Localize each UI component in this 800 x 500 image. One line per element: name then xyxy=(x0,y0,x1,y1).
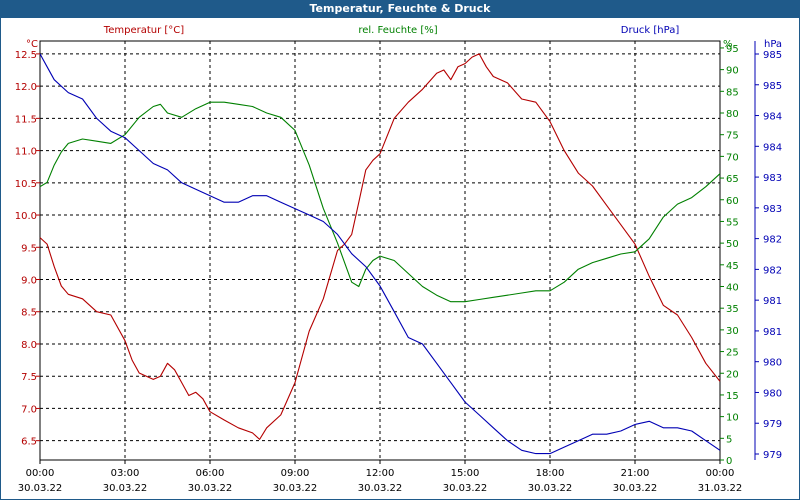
humidity-tick-label: 20 xyxy=(726,369,739,380)
humidity-tick-label: 35 xyxy=(726,304,739,315)
chart: 00:00 30.03.22 03:00 30.03.22 06:00 30.03.22 0… xyxy=(15,25,782,494)
pressure-tick-label: 983 xyxy=(763,173,782,184)
humidity-unit-label: % xyxy=(723,39,733,50)
x-tick-time: 03:00 xyxy=(111,468,140,479)
temp-tick-label: 11.5 xyxy=(15,114,37,125)
humidity-tick-label: 15 xyxy=(726,391,739,402)
pressure-tick-label: 982 xyxy=(763,235,782,246)
temp-tick-label: 6.5 xyxy=(21,437,37,448)
pressure-tick-label: 981 xyxy=(763,296,782,307)
x-tick-date: 30.03.22 xyxy=(18,483,63,494)
x-tick-time: 18:00 xyxy=(536,468,565,479)
x-tick-date: 31.03.22 xyxy=(698,483,743,494)
series-line-press xyxy=(39,53,721,455)
humidity-tick-label: 80 xyxy=(726,109,739,120)
pressure-tick-label: 979 xyxy=(763,419,782,430)
humidity-tick-label: 50 xyxy=(726,239,739,250)
humidity-tick-label: 55 xyxy=(726,217,739,228)
pressure-tick-label: 980 xyxy=(763,358,782,369)
temp-tick-label: 10.0 xyxy=(15,211,37,222)
temp-tick-label: 7.5 xyxy=(21,372,37,383)
grid-lines xyxy=(40,41,720,460)
pressure-tick-label: 983 xyxy=(763,204,782,215)
x-tick-time: 15:00 xyxy=(451,468,480,479)
humidity-axis-label: rel. Feuchte [%] xyxy=(358,25,437,36)
x-tick-time: 00:00 xyxy=(706,468,735,479)
temp-tick-label: 8.5 xyxy=(21,308,37,319)
humidity-tick-label: 95 xyxy=(726,44,739,55)
x-tick-date: 30.03.22 xyxy=(443,483,488,494)
pressure-tick-label: 982 xyxy=(763,265,782,276)
x-tick-date: 30.03.22 xyxy=(358,483,403,494)
temp-axis-label: Temperatur [°C] xyxy=(103,25,184,36)
pressure-tick-label: 985 xyxy=(763,81,782,92)
temp-tick-label: 11.0 xyxy=(15,147,37,158)
humidity-tick-label: 75 xyxy=(726,131,739,142)
x-tick-time: 00:00 xyxy=(26,468,55,479)
series-line-temp xyxy=(39,53,721,440)
x-tick-date: 30.03.22 xyxy=(188,483,233,494)
x-tick-date: 30.03.22 xyxy=(103,483,148,494)
x-tick-time: 12:00 xyxy=(366,468,395,479)
humidity-tick-label: 30 xyxy=(726,326,739,337)
series-layer xyxy=(39,53,721,455)
x-tick-date: 30.03.22 xyxy=(273,483,318,494)
humidity-tick-label: 40 xyxy=(726,283,739,294)
temp-unit-label: °C xyxy=(26,39,38,50)
series-line-hum xyxy=(39,101,721,303)
temp-tick-label: 12.0 xyxy=(15,82,37,93)
humidity-tick-label: 90 xyxy=(726,66,739,77)
pressure-unit-label: hPa xyxy=(764,39,782,50)
temp-tick-label: 10.5 xyxy=(15,179,37,190)
pressure-tick-label: 979 xyxy=(763,450,782,461)
humidity-tick-label: 25 xyxy=(726,348,739,359)
humidity-tick-label: 85 xyxy=(726,87,739,98)
humidity-tick-label: 45 xyxy=(726,261,739,272)
humidity-tick-label: 65 xyxy=(726,174,739,185)
temp-tick-label: 9.5 xyxy=(21,243,37,254)
humidity-tick-label: 70 xyxy=(726,152,739,163)
temp-tick-label: 8.0 xyxy=(21,340,37,351)
x-tick-time: 06:00 xyxy=(196,468,225,479)
pressure-tick-label: 981 xyxy=(763,327,782,338)
humidity-tick-label: 10 xyxy=(726,413,739,424)
pressure-tick-label: 984 xyxy=(763,142,782,153)
pressure-axis-label: Druck [hPa] xyxy=(621,25,680,36)
x-tick-time: 21:00 xyxy=(621,468,650,479)
humidity-tick-label: 60 xyxy=(726,196,739,207)
x-tick-date: 30.03.22 xyxy=(613,483,658,494)
window-title: Temperatur, Feuchte & Druck xyxy=(0,0,800,18)
pressure-tick-label: 984 xyxy=(763,112,782,123)
temp-tick-label: 12.5 xyxy=(15,50,37,61)
pressure-tick-label: 980 xyxy=(763,388,782,399)
x-tick-time: 09:00 xyxy=(281,468,310,479)
tick-labels: 00:00 30.03.22 03:00 30.03.22 06:00 30.03.22 0… xyxy=(15,41,782,494)
x-tick-date: 30.03.22 xyxy=(528,483,573,494)
temp-tick-label: 7.0 xyxy=(21,404,37,415)
temp-tick-label: 9.0 xyxy=(21,276,37,287)
humidity-tick-label: 0 xyxy=(726,456,732,467)
humidity-tick-label: 5 xyxy=(726,434,732,445)
pressure-tick-label: 985 xyxy=(763,50,782,61)
